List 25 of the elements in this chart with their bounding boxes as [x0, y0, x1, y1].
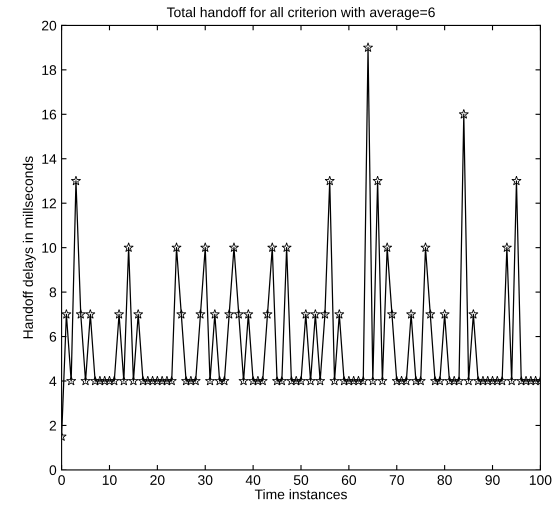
- x-tick-label: 70: [390, 475, 404, 485]
- x-tick-label: 60: [342, 475, 356, 485]
- x-tick-label: 0: [58, 475, 65, 485]
- x-tick-label: 50: [294, 475, 308, 485]
- x-tick-label: 90: [485, 475, 500, 485]
- chart-title: Total handoff for all criterion with average=6: [166, 7, 435, 20]
- x-tick-label: 10: [102, 475, 117, 485]
- y-tick-label: 16: [42, 110, 56, 120]
- y-tick-label: 18: [42, 65, 56, 76]
- x-axis-title: Time instances: [254, 489, 347, 500]
- y-tick-label: 8: [50, 287, 56, 298]
- y-tick-label: 10: [42, 242, 56, 253]
- y-tick-label: 12: [42, 198, 56, 208]
- y-tick-label: 0: [50, 465, 56, 476]
- x-tick-label: 30: [198, 475, 212, 485]
- x-tick-label: 100: [530, 475, 552, 485]
- y-tick-label: 2: [50, 420, 56, 430]
- x-tick-label: 40: [246, 475, 260, 485]
- y-tick-label: 14: [42, 154, 56, 164]
- x-tick-label: 20: [150, 475, 165, 485]
- y-tick-label: 6: [50, 332, 56, 342]
- y-axis-title: Handoff delays in millseconds: [22, 156, 36, 338]
- y-tick-label: 4: [49, 376, 56, 386]
- x-tick-label: 80: [438, 475, 452, 485]
- y-tick-label: 20: [42, 20, 56, 31]
